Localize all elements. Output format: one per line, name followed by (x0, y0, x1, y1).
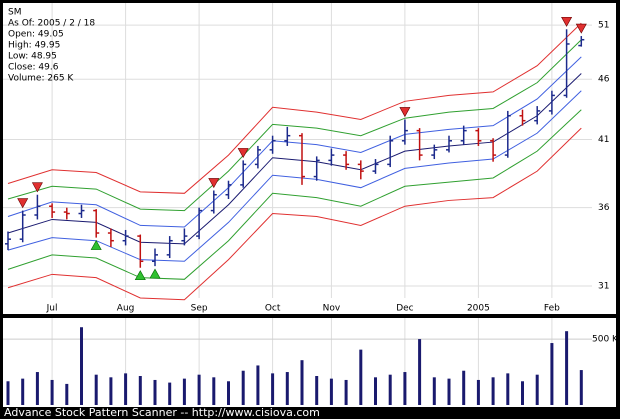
volume-bar (329, 378, 333, 405)
volume-bar (256, 365, 260, 405)
volume-bar (535, 374, 539, 405)
sell-signal (31, 182, 43, 193)
x-tick-label: Dec (396, 304, 413, 314)
info-line: Low: 48.95 (8, 52, 57, 62)
volume-bar (6, 381, 10, 405)
volume-bar (565, 331, 569, 405)
volume-bar (153, 379, 157, 405)
volume-bar (138, 376, 142, 405)
volume-bar (374, 377, 377, 405)
volume-bar (197, 374, 201, 405)
x-tick-label: Oct (265, 304, 281, 314)
volume-bar (50, 379, 54, 405)
buy-signal (134, 270, 146, 281)
volume-bar (212, 377, 216, 405)
volume-tick-label: 500 K (592, 335, 619, 345)
x-tick-label: Nov (323, 304, 341, 314)
band-line (7, 22, 582, 194)
price-panel (3, 3, 616, 314)
sell-signal (237, 148, 249, 158)
volume-bar (432, 377, 436, 405)
y-tick-label: 41 (598, 135, 609, 145)
volume-bar (182, 378, 186, 405)
volume-bar (506, 373, 510, 405)
volume-bar (285, 372, 289, 405)
x-tick-label: Sep (191, 304, 208, 314)
band-line (7, 56, 582, 228)
sell-signal (17, 198, 29, 209)
volume-bar (124, 373, 128, 405)
x-tick-label: Feb (544, 304, 560, 314)
sell-signal (399, 107, 411, 118)
ticker: SM (8, 8, 21, 18)
volume-bar (476, 379, 480, 405)
info-line: As Of: 2005 / 2 / 18 (8, 19, 95, 29)
volume-bar (521, 381, 524, 405)
volume-bar (80, 327, 83, 405)
sell-signal (575, 23, 587, 34)
buy-signal (149, 268, 161, 279)
volume-bar (418, 339, 422, 405)
volume-bar (447, 378, 451, 405)
volume-bar (491, 377, 495, 405)
volume-bar (462, 370, 466, 405)
y-tick-label: 46 (598, 75, 610, 85)
band-line (7, 109, 582, 280)
volume-bar (550, 343, 554, 405)
info-line: Volume: 265 K (8, 74, 74, 84)
volume-bar (35, 372, 39, 405)
volume-panel (3, 318, 616, 407)
x-tick-label: 2005 (467, 304, 490, 314)
band-line (7, 127, 582, 301)
info-line: Close: 49.6 (8, 63, 59, 73)
volume-bar (241, 370, 245, 405)
volume-bar (315, 376, 319, 405)
band-line (7, 90, 582, 262)
volume-bar (271, 373, 275, 405)
buy-signal (90, 240, 102, 250)
volume-bar (94, 374, 98, 405)
volume-bar (579, 370, 583, 405)
band-line (7, 39, 582, 212)
footer: Advance Stock Pattern Scanner -- http://… (4, 406, 320, 419)
x-tick-label: Aug (117, 304, 135, 314)
volume-bar (300, 360, 304, 405)
volume-bar (344, 379, 348, 405)
volume-bar (168, 382, 172, 405)
volume-bar (227, 381, 230, 405)
y-tick-label: 36 (598, 203, 610, 213)
y-tick-label: 51 (598, 21, 609, 31)
volume-bar (388, 374, 392, 405)
sell-signal (208, 178, 220, 189)
volume-bar (65, 383, 69, 405)
volume-bar (21, 378, 25, 405)
volume-bar (109, 377, 113, 405)
x-tick-label: Jul (46, 304, 58, 314)
volume-bar (359, 349, 363, 405)
sell-signal (561, 16, 573, 27)
band-line (7, 73, 582, 245)
info-line: High: 49.95 (8, 41, 60, 51)
info-line: Open: 49.05 (8, 30, 64, 40)
volume-bar (403, 372, 407, 405)
y-tick-label: 31 (598, 282, 609, 292)
